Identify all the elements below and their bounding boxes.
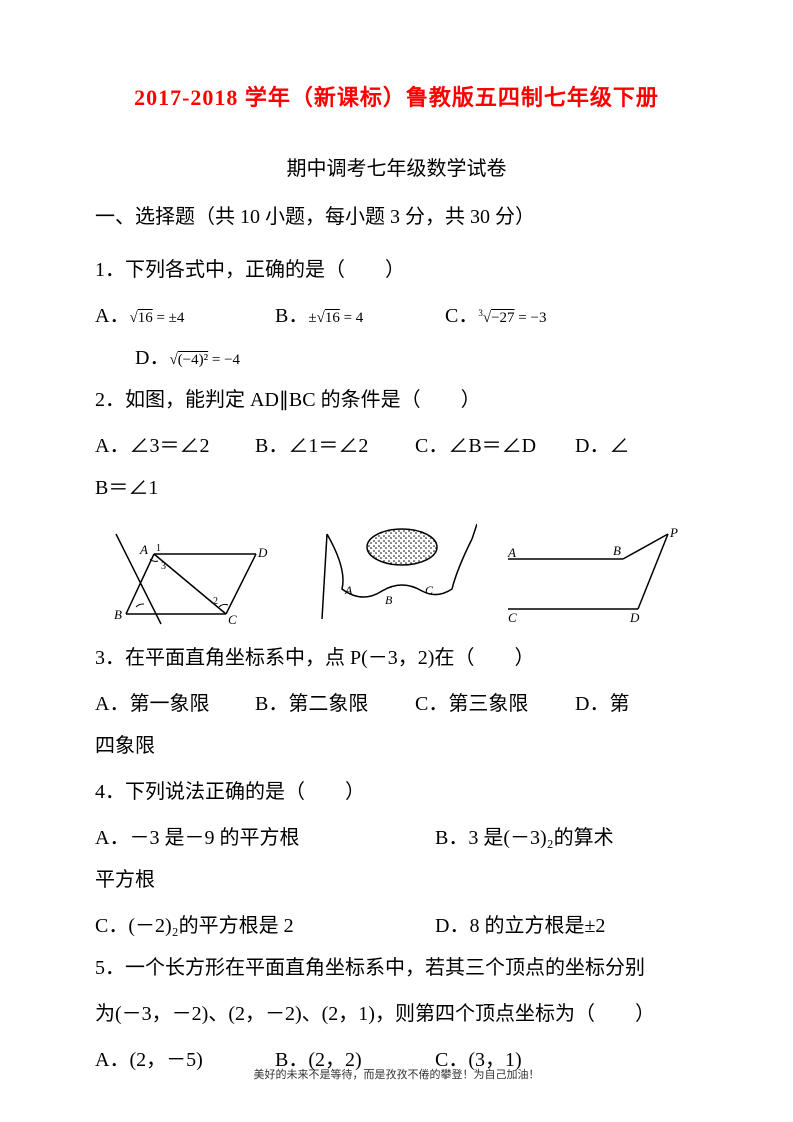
q4-option-a: A．－3 是－9 的平方根	[95, 817, 435, 859]
section-1-heading: 一、选择题（共 10 小题，每小题 3 分，共 30 分）	[95, 199, 698, 235]
fig2-label-c: C	[425, 583, 434, 597]
q4-options-row1: A．－3 是－9 的平方根 B．3 是(－3)₂的算术	[95, 817, 698, 859]
q3-option-b: B．第二象限	[255, 683, 415, 725]
q5-stem-1: 5．一个长方形在平面直角坐标系中，若其三个顶点的坐标分别	[95, 947, 698, 989]
fig1-label-c: C	[228, 612, 237, 627]
q4-options-row2: C．(－2)₂的平方根是 2 D．8 的立方根是±2	[95, 905, 698, 947]
q2-option-a: A．∠3＝∠2	[95, 425, 255, 467]
fig3-label-p: P	[669, 525, 678, 540]
q4-option-b: B．3 是(－3)₂的算术	[435, 817, 614, 859]
q3-option-d-cont: 四象限	[95, 725, 698, 767]
q1-d-math: √(−4)² = −4	[169, 352, 240, 368]
fig2-label-b: B	[385, 593, 393, 607]
q3-stem: 3．在平面直角坐标系中，点 P(－3，2)在（ ）	[95, 637, 698, 679]
q1-d-prefix: D．	[135, 347, 169, 369]
q1-stem: 1．下列各式中，正确的是（ ）	[95, 249, 698, 291]
q1-options: A．√16 = ±4 B．±√16 = 4 C．3√−27 = −3	[95, 295, 698, 337]
q3-option-d: D．第	[575, 683, 629, 725]
q4-option-b-cont: 平方根	[95, 859, 698, 901]
q2-stem: 2．如图，能判定 AD∥BC 的条件是（ ）	[95, 379, 698, 421]
fig1-label-b: B	[114, 607, 122, 622]
fig1-label-d: D	[257, 545, 268, 560]
q4-option-c: C．(－2)₂的平方根是 2	[95, 905, 435, 947]
document-header: 2017-2018 学年（新课标）鲁教版五四制七年级下册	[95, 80, 698, 112]
q1-a-math: √16 = ±4	[129, 310, 184, 326]
q2-option-b: B．∠1＝∠2	[255, 425, 415, 467]
figure-1: A D B C 1 3 2	[106, 519, 286, 629]
page-footer: 美好的未来不是等待，而是孜孜不倦的攀登！为自己加油！	[0, 1066, 793, 1082]
fig3-label-a: A	[507, 545, 516, 560]
q2-option-d: D．∠	[575, 425, 629, 467]
fig1-angle-2: 2	[213, 596, 218, 607]
figure-2: A B C	[307, 519, 477, 629]
exam-title: 期中调考七年级数学试卷	[95, 152, 698, 181]
fig1-label-a: A	[139, 542, 148, 557]
q4-stem: 4．下列说法正确的是（ ）	[95, 771, 698, 813]
q1-c-math: 3√−27 = −3	[478, 310, 546, 326]
figure-3: A B C D P	[498, 519, 688, 629]
q1-option-a: A．√16 = ±4	[95, 295, 275, 337]
q1-c-prefix: C．	[445, 305, 478, 327]
q1-b-prefix: B．	[275, 305, 308, 327]
figures-row: A D B C 1 3 2 A B C A B C D P	[95, 519, 698, 629]
q1-a-prefix: A．	[95, 305, 129, 327]
q3-option-c: C．第三象限	[415, 683, 575, 725]
fig3-label-c: C	[508, 610, 517, 625]
fig3-label-b: B	[613, 543, 621, 558]
q2-option-d-cont: B＝∠1	[95, 467, 698, 509]
fig1-angle-1: 1	[156, 543, 161, 554]
q1-option-c: C．3√−27 = −3	[445, 295, 546, 337]
fig1-angle-3: 3	[161, 561, 166, 572]
q3-options: A．第一象限 B．第二象限 C．第三象限 D．第	[95, 683, 698, 725]
q2-options: A．∠3＝∠2 B．∠1＝∠2 C．∠B＝∠D D．∠	[95, 425, 698, 467]
fig3-label-d: D	[629, 610, 640, 625]
q3-option-a: A．第一象限	[95, 683, 255, 725]
q4-option-d: D．8 的立方根是±2	[435, 905, 605, 947]
q5-stem-2: 为(－3，－2)、(2，－2)、(2，1)，则第四个顶点坐标为（ ）	[95, 993, 698, 1035]
q1-b-math: ±√16 = 4	[308, 310, 363, 326]
q2-option-c: C．∠B＝∠D	[415, 425, 575, 467]
q1-option-d: D．√(−4)² = −4	[95, 337, 698, 379]
q1-option-b: B．±√16 = 4	[275, 295, 445, 337]
fig2-label-a: A	[344, 583, 353, 597]
